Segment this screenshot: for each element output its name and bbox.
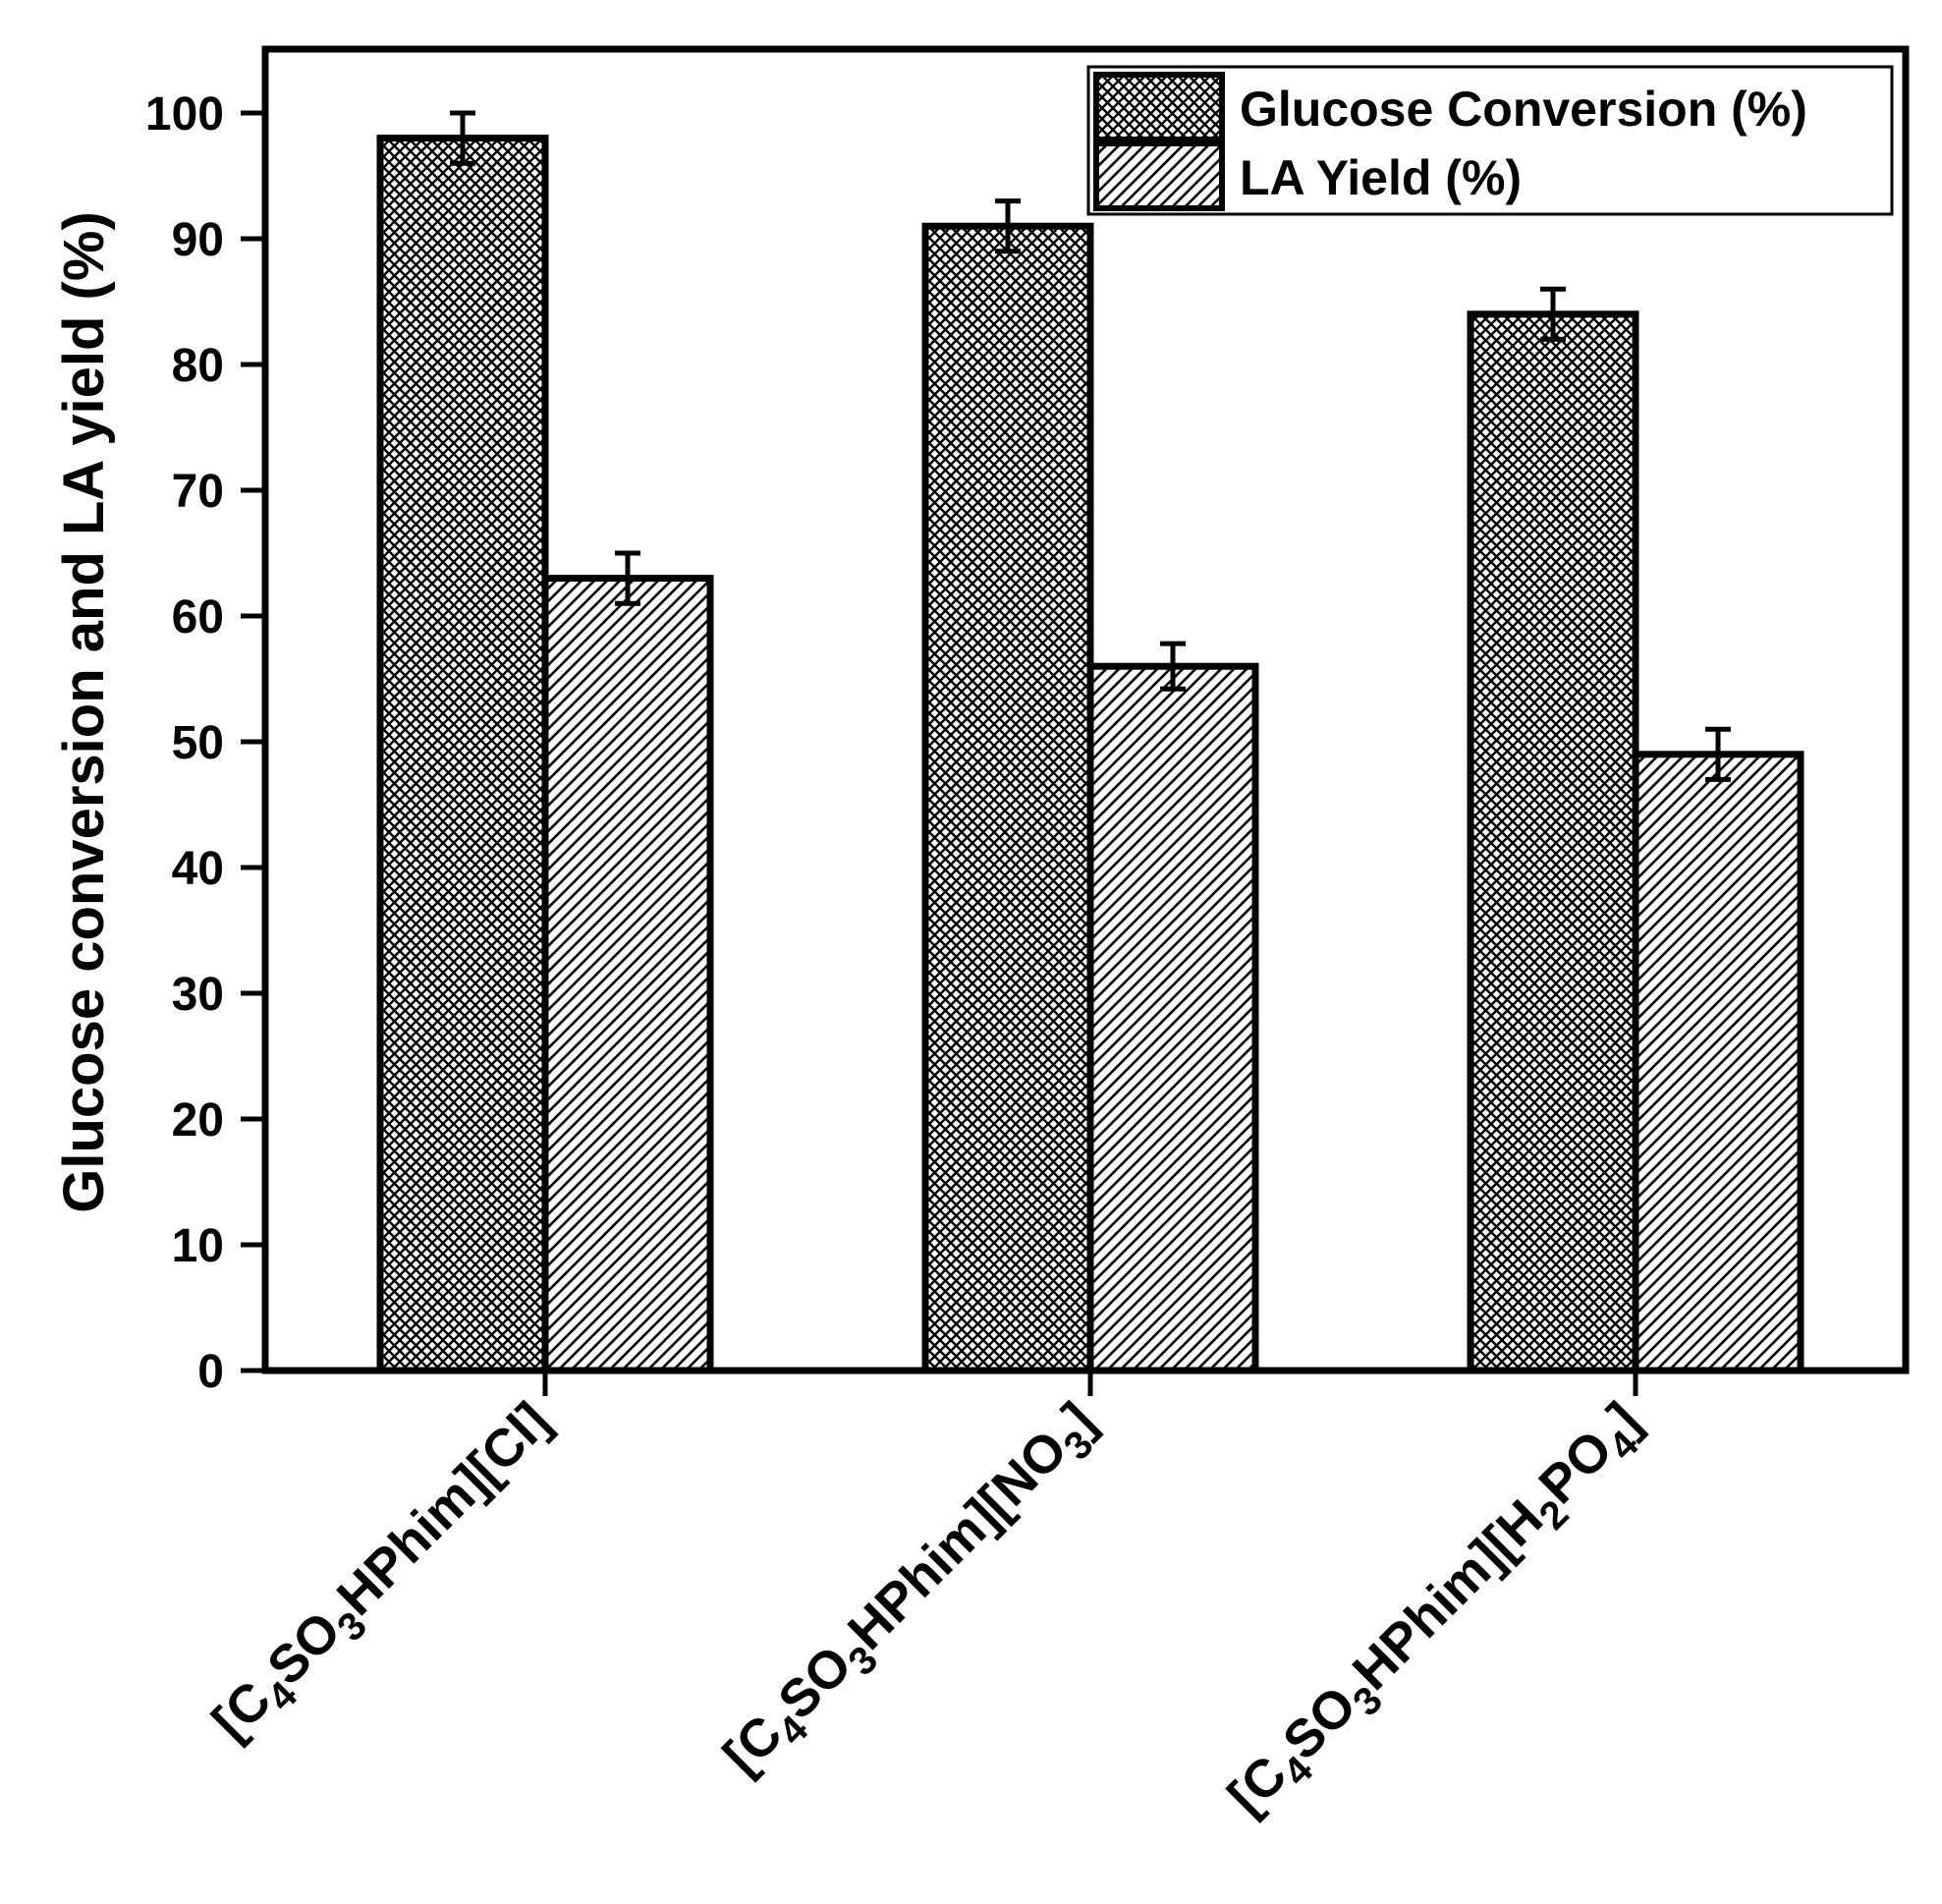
y-tick-label: 100 bbox=[145, 88, 224, 140]
x-tick-label: [C4SO3HPhim][Cl] bbox=[201, 1391, 569, 1759]
y-tick-label: 60 bbox=[172, 591, 224, 644]
error-bar-la-yield bbox=[1705, 726, 1731, 782]
y-axis: 0 10 20 30 40 50 60 70 80 90 100 bbox=[145, 88, 265, 1398]
y-tick-label: 30 bbox=[172, 969, 224, 1021]
bar-la-yield bbox=[1086, 662, 1259, 1374]
x-axis: [C4SO3HPhim][Cl] [C4SO3HPhim][NO3] [C4SO3H… bbox=[201, 1371, 1659, 1833]
legend-swatch-glucose-conversion bbox=[1093, 72, 1225, 142]
legend: Glucose Conversion (%) LA Yield (%) bbox=[1086, 65, 1894, 216]
error-bar-la-yield bbox=[615, 550, 640, 606]
y-tick-label: 10 bbox=[172, 1220, 224, 1272]
error-bars-layer bbox=[450, 110, 1731, 782]
y-tick-label: 0 bbox=[197, 1346, 224, 1398]
bar-glucose-conversion bbox=[921, 222, 1094, 1374]
error-bar-la-yield bbox=[1160, 641, 1186, 692]
bar-la-yield bbox=[1632, 751, 1804, 1374]
error-bar-glucose-conversion bbox=[450, 110, 475, 166]
y-tick-label: 50 bbox=[172, 717, 224, 769]
plot-frame bbox=[261, 45, 1910, 1374]
legend-label-la-yield: LA Yield (%) bbox=[1240, 150, 1522, 205]
y-axis-label: Glucose conversion and LA yield (%) bbox=[52, 211, 116, 1213]
bar-glucose-conversion bbox=[1467, 310, 1639, 1374]
legend-swatch-la-yield bbox=[1093, 140, 1225, 211]
y-tick-label: 70 bbox=[172, 466, 224, 518]
y-tick-label: 90 bbox=[172, 214, 224, 266]
x-tick-label: [C4SO3HPhim][H2PO4] bbox=[1217, 1391, 1659, 1833]
legend-label-glucose-conversion: Glucose Conversion (%) bbox=[1240, 82, 1807, 137]
y-tick-label: 40 bbox=[172, 843, 224, 895]
error-bar-glucose-conversion bbox=[995, 198, 1021, 254]
y-tick-label: 20 bbox=[172, 1094, 224, 1147]
bar-la-yield bbox=[541, 575, 714, 1374]
x-tick-label: [C4SO3HPhim][NO3] bbox=[712, 1391, 1114, 1793]
y-tick-label: 80 bbox=[172, 340, 224, 392]
error-bar-glucose-conversion bbox=[1540, 286, 1566, 342]
bars-layer bbox=[376, 135, 1804, 1374]
bar-glucose-conversion bbox=[376, 135, 549, 1374]
